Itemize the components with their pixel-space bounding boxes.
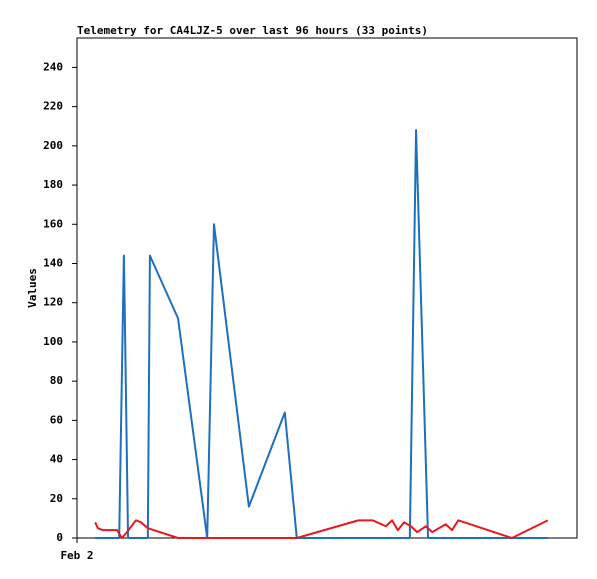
y-tick-label: 240 [43,60,63,73]
y-tick-label: 80 [50,374,63,387]
y-tick-label: 160 [43,217,63,230]
series-line [94,519,549,539]
y-tick-label: 0 [56,531,63,544]
chart-title: Telemetry for CA4LJZ-5 over last 96 hour… [77,24,428,37]
x-tick-label: Feb 2 [60,549,93,562]
y-tick-label: 120 [43,296,63,309]
y-tick-label: 40 [50,453,63,466]
plot-frame [76,37,578,539]
y-tick-label: 180 [43,178,63,191]
y-tick-label: 140 [43,256,63,269]
y-tick-label: 60 [50,413,63,426]
y-axis-title: Values [26,268,39,308]
y-tick-label: 200 [43,139,63,152]
y-tick-label: 100 [43,335,63,348]
y-tick-label: 220 [43,100,63,113]
y-tick-label: 20 [50,492,63,505]
